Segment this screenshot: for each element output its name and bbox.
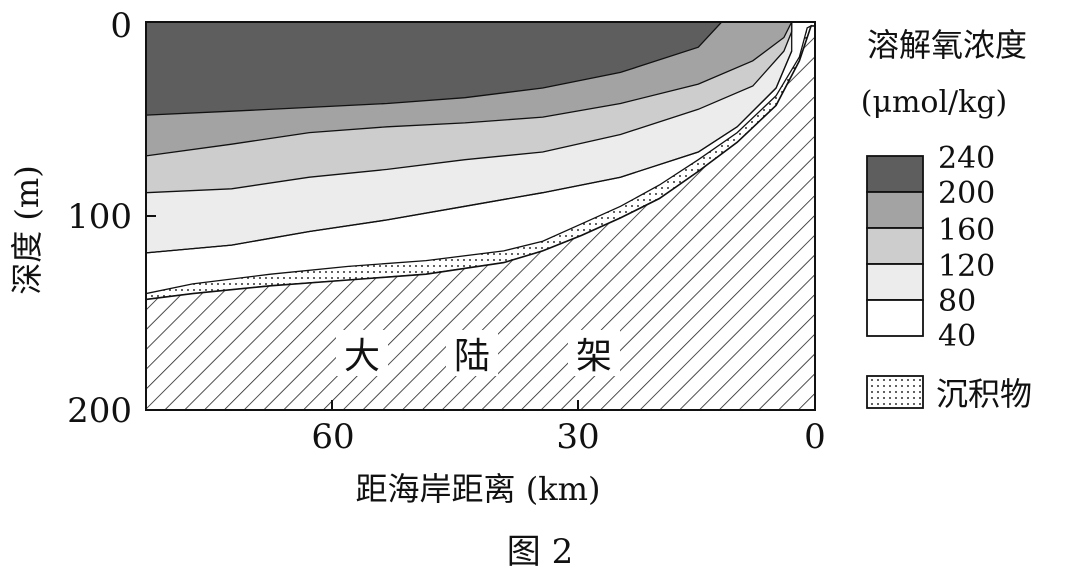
legend-sediment-label: 沉积物 bbox=[936, 375, 1032, 413]
y-tick-label-0: 0 bbox=[110, 6, 132, 46]
shelf-label-char-3: 架 bbox=[576, 336, 612, 377]
legend-value-80: 80 bbox=[938, 284, 976, 319]
legend-value-120: 120 bbox=[938, 249, 995, 284]
band-240 bbox=[146, 22, 723, 116]
shelf-label-bg-1 bbox=[336, 330, 388, 376]
legend-value-240: 240 bbox=[938, 141, 995, 176]
shelf-label-bg-2 bbox=[446, 330, 498, 376]
legend-title: 溶解氧浓度 bbox=[867, 26, 1027, 64]
legend: 溶解氧浓度 (μmol/kg) 240 200 160 120 80 40 沉积… bbox=[861, 26, 1032, 413]
legend-swatch-160 bbox=[866, 227, 924, 265]
legend-value-200: 200 bbox=[938, 176, 995, 211]
isoline-80 bbox=[146, 50, 793, 254]
x-axis: 60 30 0 距海岸距离 (km) bbox=[311, 400, 826, 508]
shelf-label-bg-3 bbox=[568, 330, 620, 376]
y-axis: 0 100 200 深度 (m) bbox=[8, 6, 156, 431]
x-tick-label-30: 30 bbox=[556, 417, 599, 457]
figure-caption: 图 2 bbox=[507, 532, 573, 572]
y-axis-label: 深度 (m) bbox=[8, 165, 46, 295]
legend-swatch-240 bbox=[866, 155, 924, 193]
legend-swatch-sediment bbox=[866, 375, 924, 409]
y-tick-label-200: 200 bbox=[67, 391, 132, 431]
legend-swatch-80 bbox=[866, 299, 924, 337]
legend-swatch-120 bbox=[866, 263, 924, 301]
legend-value-40: 40 bbox=[938, 319, 976, 354]
y-tick-label-100: 100 bbox=[67, 197, 132, 237]
x-tick-label-0: 0 bbox=[804, 417, 826, 457]
legend-value-160: 160 bbox=[938, 213, 995, 248]
continental-shelf bbox=[146, 25, 815, 410]
plot-area bbox=[146, 22, 815, 410]
x-tick-label-60: 60 bbox=[311, 417, 354, 457]
shelf-label-char-2: 陆 bbox=[454, 336, 490, 377]
x-axis-label: 距海岸距离 (km) bbox=[356, 470, 601, 508]
legend-swatch-200 bbox=[866, 191, 924, 229]
shelf-label-char-1: 大 bbox=[344, 336, 380, 377]
legend-unit: (μmol/kg) bbox=[861, 85, 1008, 120]
